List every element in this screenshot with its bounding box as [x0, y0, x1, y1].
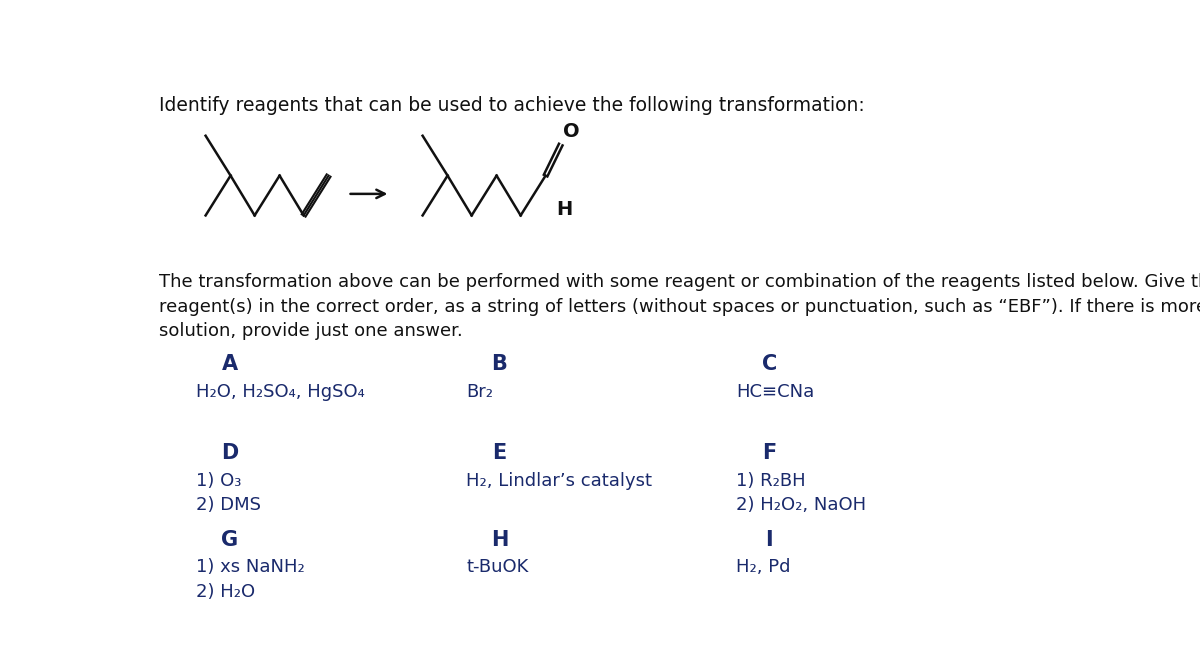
Text: O: O: [563, 122, 580, 141]
Text: B: B: [492, 354, 508, 374]
Text: t-BuOK: t-BuOK: [466, 558, 528, 576]
Text: 1) xs NaNH₂: 1) xs NaNH₂: [197, 558, 305, 576]
Text: reagent(s) in the correct order, as a string of letters (without spaces or punct: reagent(s) in the correct order, as a st…: [160, 298, 1200, 316]
Text: 2) H₂O: 2) H₂O: [197, 583, 256, 601]
Text: E: E: [492, 443, 506, 463]
Text: G: G: [221, 529, 239, 549]
Text: 1) O₃: 1) O₃: [197, 472, 242, 490]
Text: H: H: [557, 200, 572, 219]
Text: solution, provide just one answer.: solution, provide just one answer.: [160, 322, 463, 340]
Text: HC≡CNa: HC≡CNa: [736, 384, 814, 402]
Text: 2) H₂O₂, NaOH: 2) H₂O₂, NaOH: [736, 496, 866, 515]
Text: 2) DMS: 2) DMS: [197, 496, 262, 515]
Text: 1) R₂BH: 1) R₂BH: [736, 472, 805, 490]
Text: F: F: [762, 443, 776, 463]
Text: D: D: [221, 443, 239, 463]
Text: H₂, Pd: H₂, Pd: [736, 558, 791, 576]
Text: H: H: [491, 529, 509, 549]
Text: H₂, Lindlar’s catalyst: H₂, Lindlar’s catalyst: [466, 472, 653, 490]
Text: The transformation above can be performed with some reagent or combination of th: The transformation above can be performe…: [160, 273, 1200, 291]
Text: Br₂: Br₂: [466, 384, 493, 402]
Text: A: A: [222, 354, 238, 374]
Text: C: C: [762, 354, 776, 374]
Text: Identify reagents that can be used to achieve the following transformation:: Identify reagents that can be used to ac…: [160, 96, 865, 115]
Text: I: I: [766, 529, 773, 549]
Text: H₂O, H₂SO₄, HgSO₄: H₂O, H₂SO₄, HgSO₄: [197, 384, 365, 402]
